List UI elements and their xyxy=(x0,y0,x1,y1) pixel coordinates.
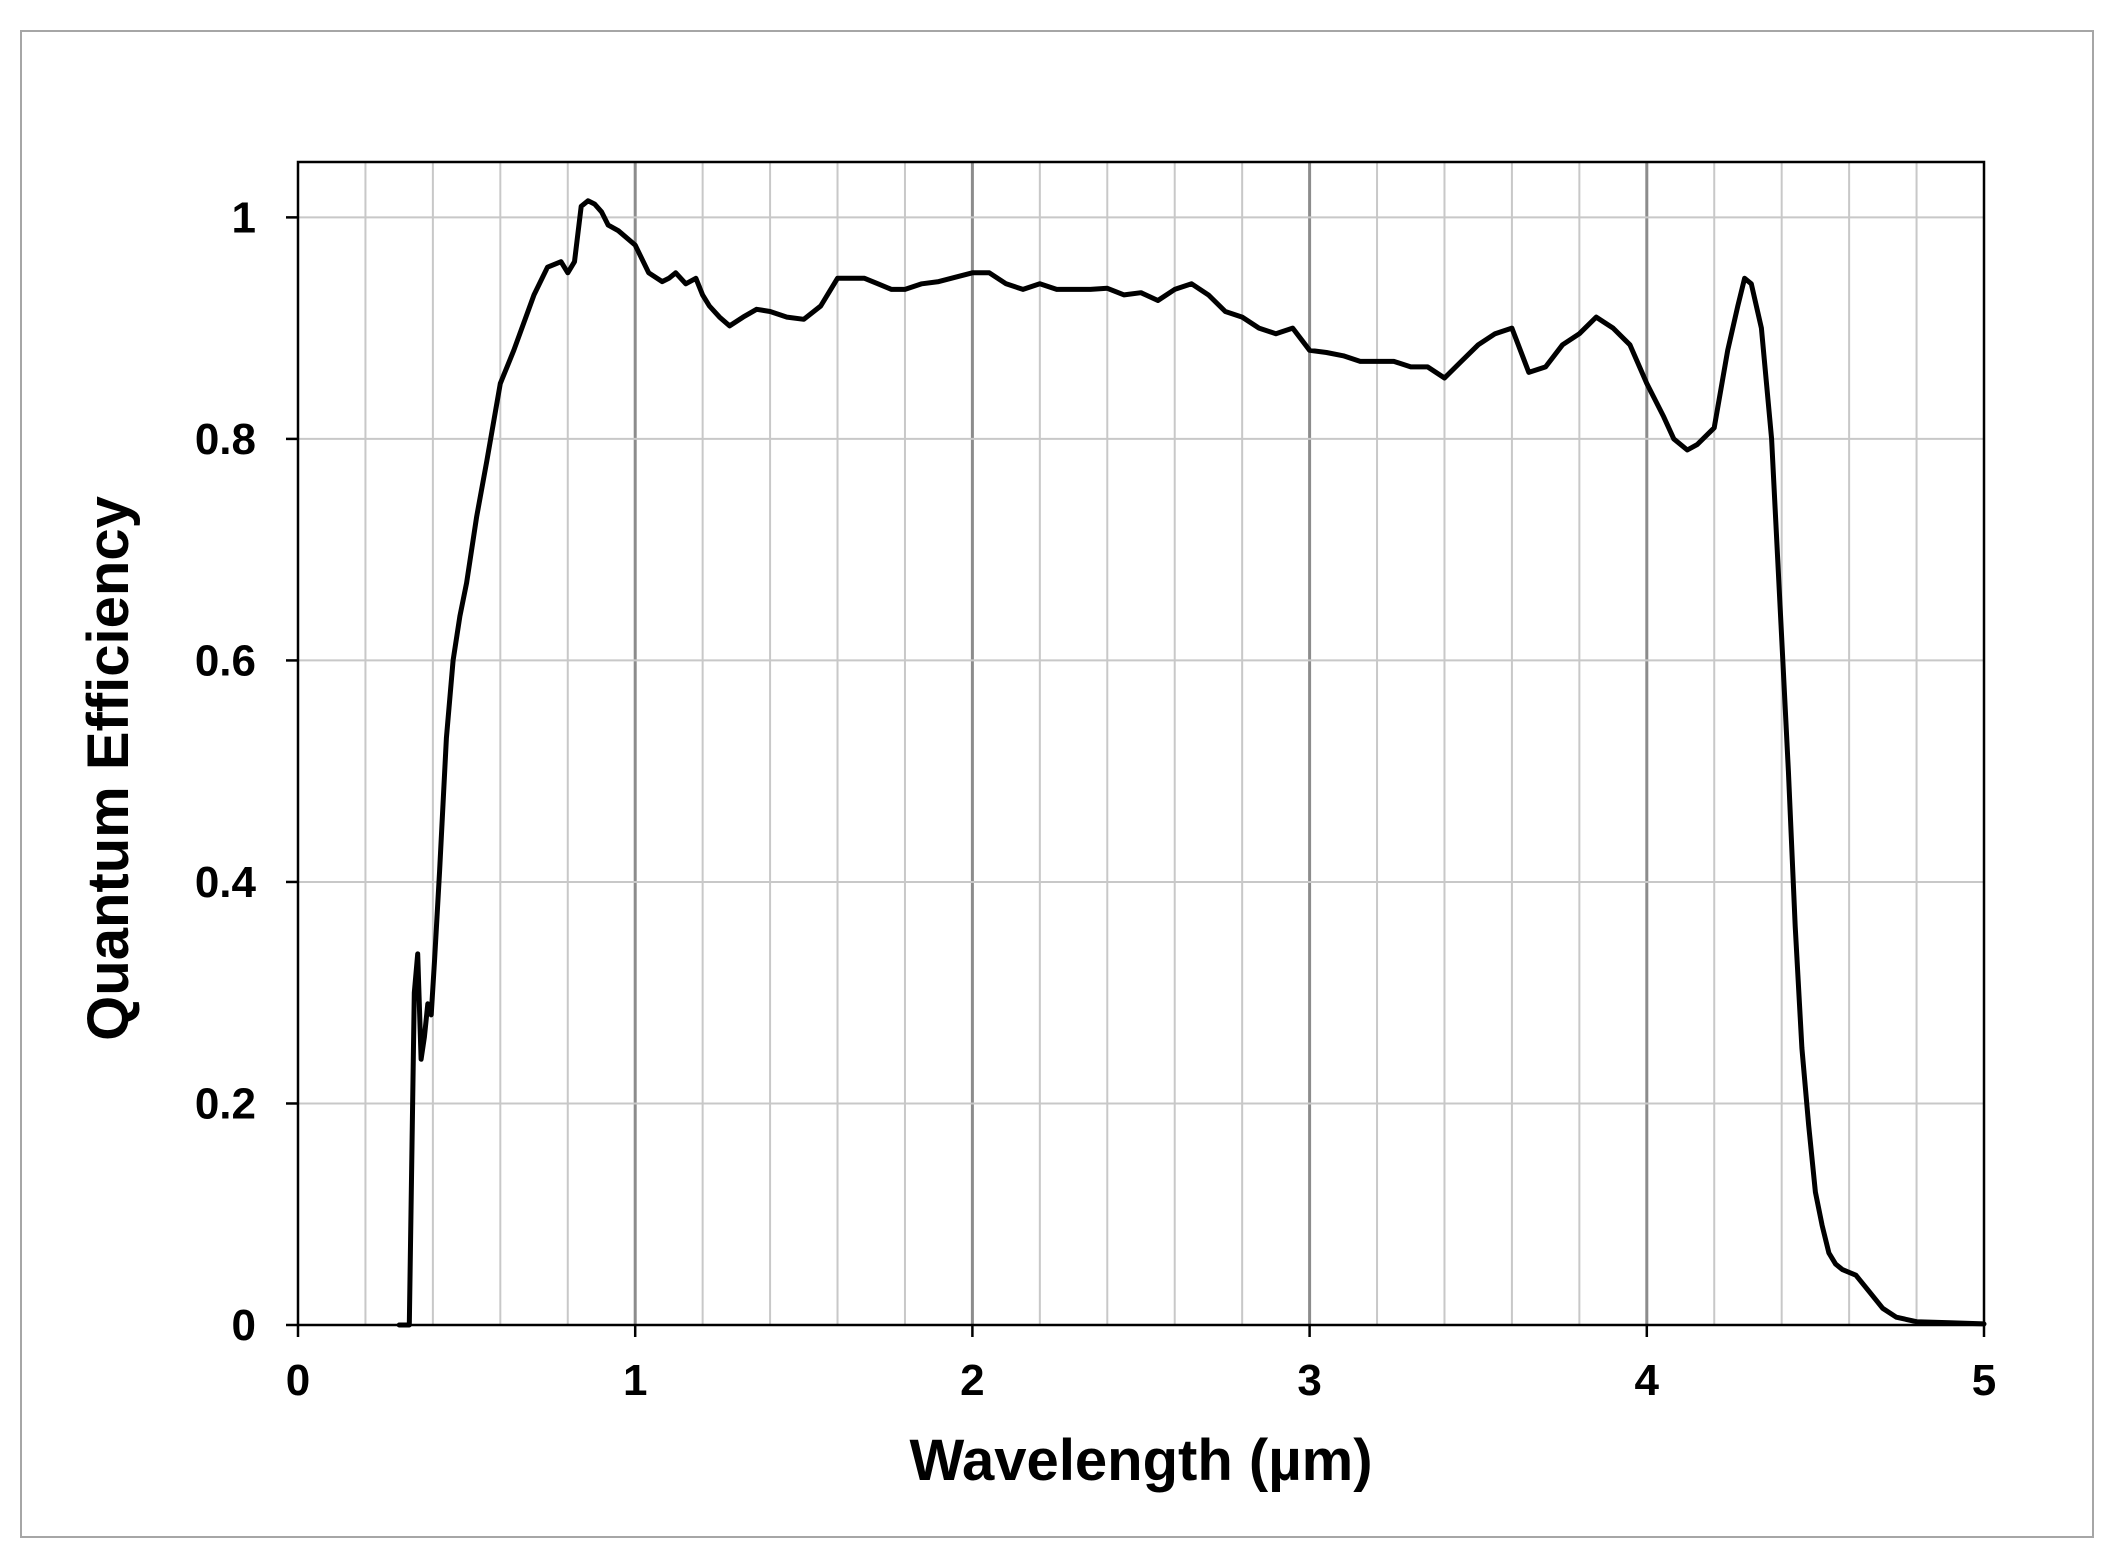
x-tick-label: 5 xyxy=(1972,1356,1996,1405)
y-tick-label: 0 xyxy=(232,1301,256,1350)
gridlines xyxy=(298,162,1984,1325)
y-tick-label: 0.8 xyxy=(195,415,256,464)
x-tick-label: 0 xyxy=(286,1356,310,1405)
y-tick-label: 0.4 xyxy=(195,858,257,907)
x-tick-label: 2 xyxy=(960,1356,984,1405)
axis-ticks xyxy=(286,216,1986,1337)
x-tick-labels: 0 1 2 3 4 5 xyxy=(286,1356,1996,1405)
x-tick-label: 1 xyxy=(623,1356,647,1405)
y-tick-labels: 0 0.2 0.4 0.6 0.8 1 xyxy=(195,193,257,1350)
y-tick-label: 1 xyxy=(232,193,256,242)
y-tick-label: 0.2 xyxy=(195,1079,256,1128)
y-axis-title: Quantum Efficiency xyxy=(76,496,141,1041)
x-tick-label: 3 xyxy=(1297,1356,1321,1405)
plot-area-frame xyxy=(296,160,1986,1327)
x-axis-title: Wavelength (µm) xyxy=(909,1428,1372,1493)
y-tick-label: 0.6 xyxy=(195,636,256,685)
x-tick-label: 4 xyxy=(1635,1356,1660,1405)
quantum-efficiency-line xyxy=(396,198,1987,1328)
